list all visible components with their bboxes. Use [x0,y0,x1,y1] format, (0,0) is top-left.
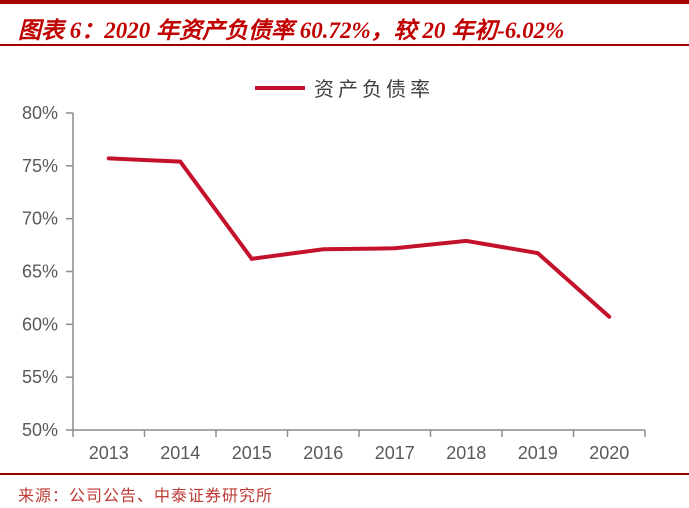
series-line [106,156,612,319]
y-axis-tick-label: 55% [22,367,58,387]
chart-legend: 资产负债率 [0,73,689,102]
y-axis-tick-label: 50% [22,420,58,440]
legend-series-label: 资产负债率 [314,79,434,101]
x-axis-tick-label: 2018 [446,443,486,463]
y-axis-tick-label: 70% [22,209,58,229]
x-axis-tick-label: 2016 [303,443,343,463]
chart-title: 图表 6：2020 年资产负债率 60.72%，较 20 年初-6.02% [18,18,565,43]
x-axis-tick-label: 2017 [375,443,415,463]
x-axis-tick-label: 2014 [160,443,200,463]
legend-line-swatch-icon [255,85,305,90]
y-axis-tick-label: 65% [22,262,58,282]
x-axis-tick-label: 2019 [518,443,558,463]
bottom-divider [0,473,689,475]
y-axis-tick-label: 60% [22,314,58,334]
y-axis-tick-label: 75% [22,156,58,176]
top-divider [0,0,689,4]
x-axis-tick-label: 2020 [589,443,629,463]
title-divider [0,44,689,46]
y-axis-tick-label: 80% [22,103,58,123]
x-axis-tick-label: 2015 [232,443,272,463]
source-note: 来源：公司公告、中泰证券研究所 [18,488,274,505]
x-axis-tick-label: 2013 [89,443,129,463]
